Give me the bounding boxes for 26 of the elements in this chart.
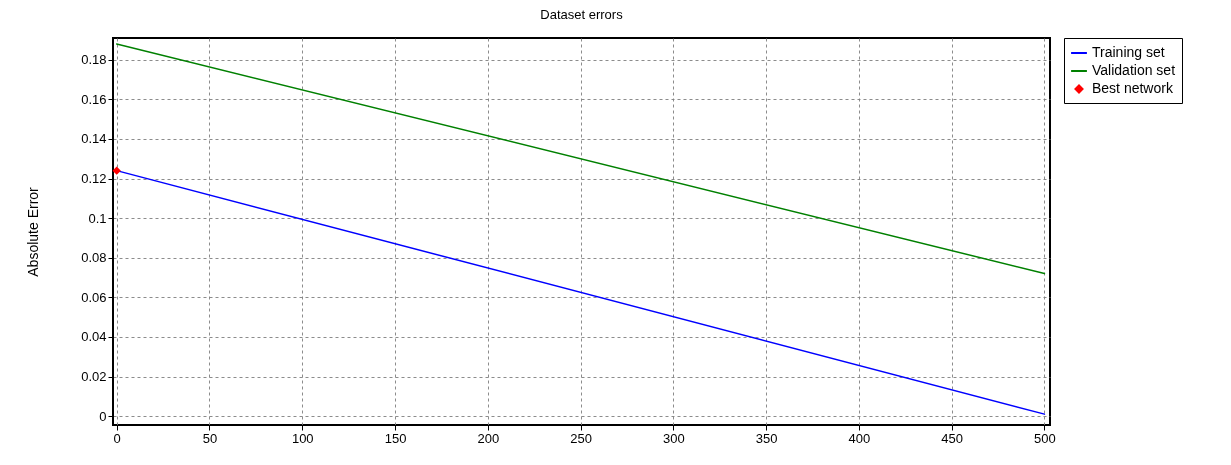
x-tick-label: 250 — [570, 430, 592, 446]
y-axis-title: Absolute Error — [25, 186, 42, 277]
legend-label: Best network — [1092, 80, 1174, 96]
x-tick-label: 450 — [941, 430, 964, 446]
y-tick-label: 0.1 — [88, 210, 107, 226]
x-tick-label: 300 — [662, 430, 685, 446]
y-tick-label: 0.14 — [81, 131, 107, 147]
y-tick-label: 0.18 — [81, 52, 107, 68]
x-tick-label: 0 — [113, 430, 121, 446]
x-tick-label: 400 — [848, 430, 871, 446]
y-tick-label: 0.02 — [81, 369, 107, 384]
y-tick-label: 0.12 — [81, 171, 107, 187]
y-tick-label: 0.06 — [81, 289, 107, 305]
legend-label: Validation set — [1092, 62, 1176, 78]
x-tick-label: 350 — [755, 430, 778, 446]
x-tick-label: 100 — [291, 430, 314, 446]
y-tick-label: 0.08 — [81, 250, 107, 266]
legend-label: Training set — [1092, 44, 1165, 60]
chart-title: Dataset errors — [540, 6, 624, 22]
x-tick-label: 500 — [1034, 430, 1056, 446]
x-tick-label: 200 — [477, 430, 500, 446]
x-tick-label: 150 — [384, 430, 407, 446]
y-tick-label: 0.04 — [81, 329, 107, 345]
y-tick-label: 0 — [99, 408, 107, 424]
x-tick-label: 50 — [202, 430, 218, 446]
y-tick-label: 0.16 — [81, 91, 107, 107]
